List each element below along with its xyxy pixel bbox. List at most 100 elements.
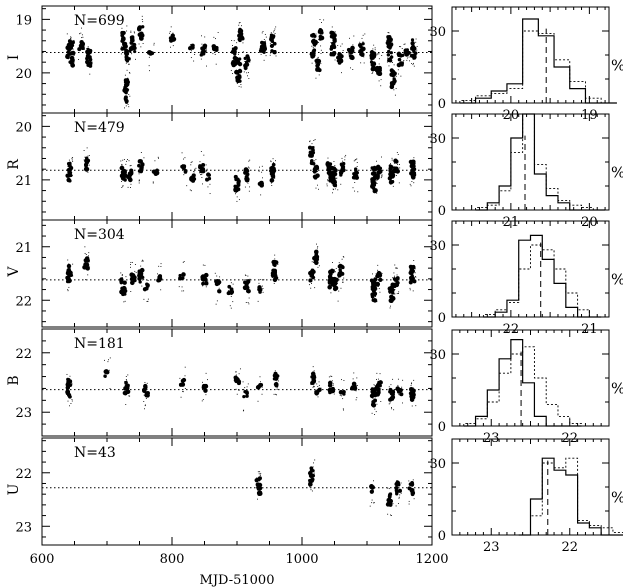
observation-point — [127, 374, 129, 376]
observation-point — [86, 147, 88, 149]
observation-point — [412, 58, 414, 60]
observation-point — [238, 53, 239, 55]
observation-point — [317, 396, 319, 398]
observation-point — [201, 383, 207, 389]
observation-point — [271, 277, 273, 279]
observation-point — [400, 75, 402, 77]
observation-point — [398, 394, 400, 396]
observation-cluster — [82, 246, 91, 281]
hist-y-label: % — [611, 380, 623, 398]
observation-point — [410, 41, 415, 46]
observation-point — [66, 177, 71, 183]
observation-point — [278, 380, 279, 382]
observation-point — [389, 305, 391, 307]
observation-point — [381, 176, 383, 178]
observation-point — [125, 105, 127, 107]
observation-point — [379, 373, 381, 375]
observation-cluster — [257, 279, 265, 302]
observation-cluster — [329, 26, 337, 61]
observation-cluster — [332, 267, 340, 302]
observation-point — [86, 65, 88, 67]
observation-point — [318, 64, 320, 66]
observation-point — [270, 182, 272, 184]
observation-point — [261, 384, 263, 386]
observation-point — [343, 379, 345, 381]
observation-point — [313, 462, 314, 464]
observation-point — [274, 177, 276, 179]
observation-point — [337, 45, 339, 46]
observation-point — [398, 496, 400, 498]
observation-point — [124, 44, 126, 46]
observation-point — [238, 373, 240, 375]
observation-cluster — [151, 156, 160, 184]
observation-point — [318, 188, 320, 190]
observation-point — [353, 160, 355, 162]
observation-point — [86, 48, 88, 49]
observation-point — [395, 175, 397, 176]
observation-point — [201, 35, 202, 37]
observation-point — [334, 269, 336, 271]
observation-point — [317, 386, 319, 388]
observation-point — [247, 75, 248, 77]
observation-point — [317, 166, 319, 168]
observation-point — [400, 46, 402, 48]
observation-point — [235, 371, 237, 373]
observation-point — [72, 160, 74, 162]
observation-point — [318, 265, 320, 267]
observation-point — [87, 46, 89, 48]
observation-point — [236, 42, 238, 44]
observation-point — [140, 46, 142, 48]
observation-point — [181, 286, 183, 288]
observation-point — [158, 281, 160, 283]
observation-point — [126, 30, 128, 32]
observation-point — [140, 33, 142, 35]
observation-point — [227, 290, 229, 292]
hist-y-label: % — [611, 164, 623, 182]
observation-point — [355, 159, 357, 160]
y-tick-label: 23 — [15, 520, 32, 535]
observation-point — [236, 79, 238, 81]
observation-point — [127, 159, 129, 160]
observation-point — [86, 159, 90, 163]
observation-point — [397, 57, 402, 62]
observation-point — [413, 182, 415, 184]
observation-point — [375, 296, 377, 297]
observation-cluster — [307, 139, 316, 172]
observation-point — [71, 159, 73, 161]
observation-point — [215, 63, 217, 65]
observation-point — [66, 161, 71, 166]
observation-cluster — [307, 459, 316, 492]
y-tick-label: 22 — [15, 294, 32, 309]
observation-point — [189, 45, 191, 47]
observation-point — [311, 45, 313, 47]
observation-point — [397, 378, 399, 380]
observation-point — [404, 43, 406, 45]
observation-point — [87, 171, 89, 173]
observation-point — [371, 412, 373, 414]
observation-point — [390, 163, 392, 165]
observation-point — [374, 414, 376, 415]
observation-point — [234, 187, 239, 192]
observation-point — [330, 268, 334, 273]
observation-point — [77, 47, 82, 52]
observation-point — [412, 164, 416, 168]
observation-point — [248, 78, 250, 79]
observation-point — [396, 481, 398, 483]
hist-y-tick-label: 0 — [438, 420, 446, 435]
observation-point — [153, 44, 155, 46]
observation-point — [157, 156, 159, 158]
observation-point — [134, 32, 136, 34]
observation-point — [178, 382, 183, 387]
observation-cluster — [387, 276, 396, 309]
observation-point — [121, 27, 123, 29]
observation-point — [120, 290, 126, 296]
observation-point — [122, 159, 124, 161]
observation-point — [214, 54, 216, 56]
observation-cluster — [312, 159, 320, 190]
observation-point — [127, 186, 129, 188]
observation-point — [318, 74, 320, 76]
observation-point — [256, 482, 260, 486]
observation-point — [138, 36, 144, 41]
observation-cluster — [392, 264, 400, 295]
observation-point — [203, 154, 205, 156]
